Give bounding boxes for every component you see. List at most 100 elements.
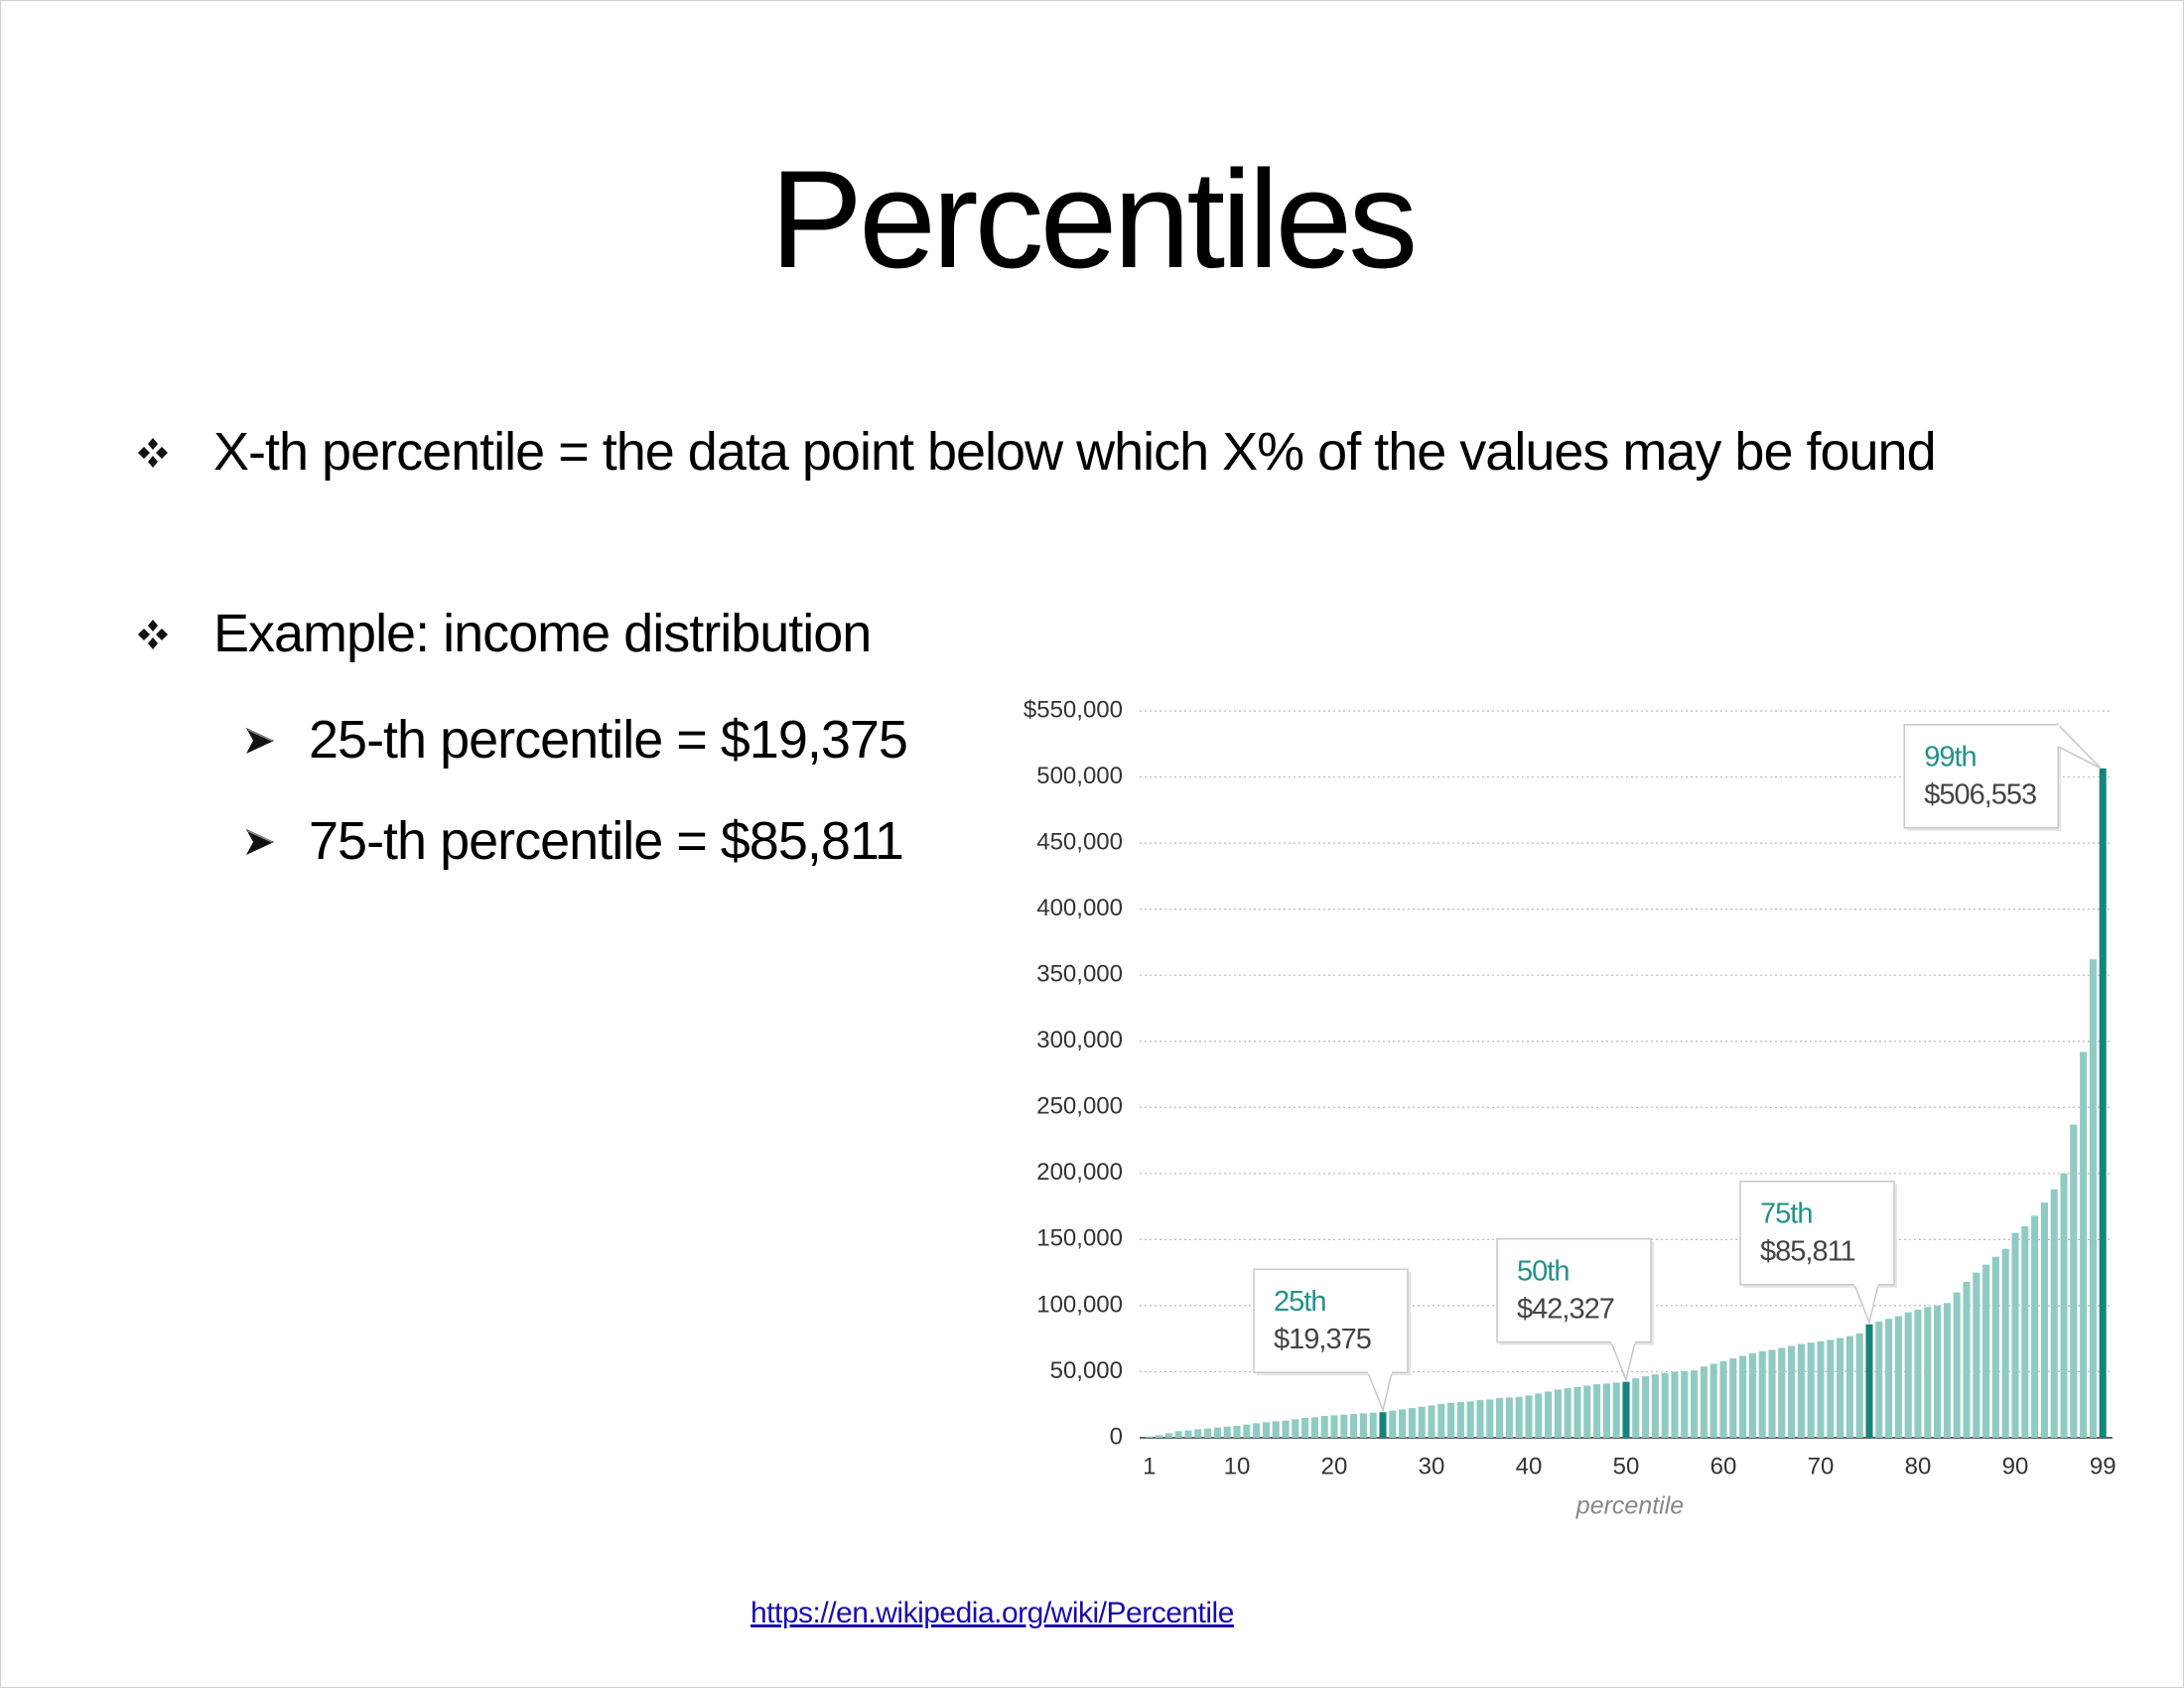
y-tick-label: 500,000 [1036,763,1123,789]
bullet-text: Example: income distribution [213,604,872,663]
sub-bullet-text: 75-th percentile = $85,811 [309,811,904,871]
x-tick-label: 20 [1321,1453,1348,1479]
callout-value: $506,553 [1924,778,2036,810]
bar [1827,1339,1835,1438]
bar [1583,1385,1591,1438]
y-tick-label: 200,000 [1036,1159,1123,1186]
bar [1243,1424,1251,1438]
bar [1700,1366,1707,1438]
bar [1612,1382,1620,1438]
bar [1739,1355,1747,1438]
callout-value: $19,375 [1274,1324,1371,1355]
sub-bullet-icon [246,728,274,754]
bar [1156,1435,1163,1438]
bar [1845,1336,1853,1438]
bar [1437,1404,1445,1438]
bar [1447,1402,1455,1438]
bar [1466,1401,1474,1438]
bullet-text: X-th percentile = the data point below w… [213,422,1937,482]
bar [1837,1337,1844,1438]
callout-pointer [1609,1340,1636,1383]
bar [1904,1312,1912,1438]
bar [1418,1406,1426,1438]
bullet-icon [138,620,168,649]
bar [2060,1173,2068,1438]
bar [1408,1408,1416,1438]
bar [1554,1389,1562,1438]
callout-value: $85,811 [1760,1235,1855,1267]
bar [1602,1383,1610,1438]
bar [1681,1370,1689,1438]
y-tick-label: 400,000 [1036,895,1123,921]
bar [1340,1414,1348,1438]
sub-bullet-text: 25-th percentile = $19,375 [309,710,908,770]
bar [1865,1324,1873,1438]
x-tick-label: 40 [1516,1453,1543,1479]
bar [1894,1316,1902,1438]
bar [1292,1419,1299,1438]
bar [1486,1399,1494,1438]
x-tick-label: 1 [1143,1453,1156,1479]
bar [1885,1319,1893,1438]
bar [1924,1307,1932,1438]
bar [1350,1414,1358,1438]
x-tick-label: 30 [1419,1453,1445,1479]
callout-box [1903,724,2059,829]
bar [2021,1226,2029,1438]
callout-label: 99th [1924,741,1976,773]
bar [1748,1352,1756,1438]
y-tick-label: 300,000 [1036,1027,1123,1054]
bar [1807,1342,1815,1438]
bar [1223,1426,1231,1438]
bar [1515,1396,1523,1438]
bar [1953,1292,1961,1438]
bar [1758,1350,1766,1438]
bar [1691,1370,1699,1438]
bar [1768,1349,1776,1438]
bar [2089,959,2097,1438]
bar [1875,1321,1883,1438]
y-tick-label: 50,000 [1050,1357,1123,1384]
source-link[interactable]: https://en.wikipedia.org/wiki/Percentile [751,1597,1234,1629]
bar [1709,1363,1717,1438]
bar [1204,1428,1212,1438]
y-tick-label: 250,000 [1036,1093,1123,1120]
bar [1146,1436,1154,1438]
x-tick-label: 99 [2090,1453,2116,1479]
bar [2040,1202,2048,1438]
bar [1310,1417,1318,1438]
callout-box [1496,1237,1652,1343]
bar [2099,768,2107,1438]
bar [2070,1124,2078,1438]
bullet-icon [138,438,168,468]
bar [1262,1422,1270,1438]
y-tick-label: 100,000 [1036,1291,1123,1318]
bar [1399,1409,1407,1438]
bar [1855,1333,1863,1438]
bar [1943,1303,1951,1438]
bar [1914,1309,1922,1438]
x-tick-label: 80 [1905,1453,1932,1479]
bar [2031,1215,2039,1438]
bar [1817,1340,1825,1438]
bar [1330,1415,1338,1438]
slide-title: Percentiles [769,141,1419,297]
bar [1174,1431,1182,1438]
callout-pointer [1852,1284,1879,1326]
x-tick-label: 50 [1613,1453,1640,1479]
callout-label: 50th [1517,1255,1569,1287]
bar [2001,1248,2009,1438]
bar [1973,1272,1980,1438]
bar [1622,1381,1630,1438]
bar [1564,1388,1571,1438]
bar [1642,1376,1650,1438]
y-tick-label: $550,000 [1024,696,1123,723]
bar [1194,1429,1202,1438]
bar [1213,1427,1221,1438]
bar [1369,1412,1377,1438]
bar [1320,1416,1328,1438]
callout-box [1253,1268,1409,1373]
callout-box [1739,1181,1895,1286]
sub-bullet-icon [246,829,274,855]
